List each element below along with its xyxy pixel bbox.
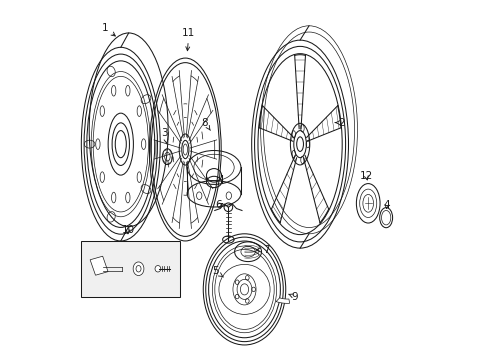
Text: 6: 6 — [215, 200, 223, 210]
Text: 11: 11 — [182, 28, 195, 51]
Text: 8: 8 — [202, 118, 210, 130]
Text: 12: 12 — [359, 171, 372, 181]
Text: 1: 1 — [101, 23, 115, 36]
Text: 10: 10 — [121, 225, 134, 235]
Text: 7: 7 — [256, 245, 269, 255]
Ellipse shape — [155, 266, 161, 272]
Text: 2: 2 — [334, 118, 344, 128]
Text: 9: 9 — [288, 292, 297, 302]
Text: 3: 3 — [161, 129, 168, 144]
Text: 5: 5 — [211, 266, 223, 277]
Bar — [81, 241, 180, 297]
Polygon shape — [90, 256, 108, 275]
Ellipse shape — [136, 266, 141, 272]
Polygon shape — [276, 298, 289, 303]
Ellipse shape — [133, 262, 143, 275]
Text: 4: 4 — [383, 200, 389, 210]
